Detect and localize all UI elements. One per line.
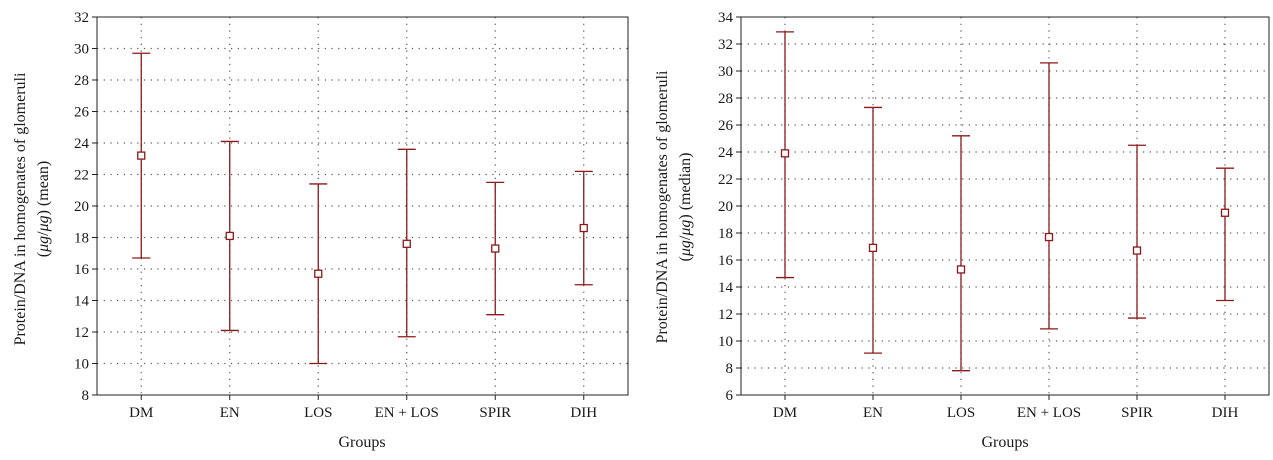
- right-y-axis-label-line2: (μg/μg) (median): [677, 153, 694, 262]
- right-x-tick-label: EN: [863, 405, 883, 421]
- right-y-tick-label: 32: [718, 37, 733, 53]
- left-x-tick-label: DIH: [570, 405, 597, 421]
- right-y-tick-label: 6: [726, 388, 734, 404]
- left-center-point: [225, 231, 234, 241]
- left-center-point: [491, 244, 500, 253]
- left-plot-area: 8 10 12 14 16 18 20 22 24 26 28 30 32 DM EN LOS EN + LOS…: [74, 10, 629, 421]
- right-y-tick-label: 22: [718, 172, 733, 188]
- right-y-tick-label: 34: [718, 10, 734, 26]
- right-plot-area: 6 8 10 12 14 16 18 20 22 24 26 28 30 32 34 DM EN LOS EN + …: [718, 10, 1270, 421]
- right-center-point: [956, 265, 966, 274]
- left-panel: Groups Protein/DNA in homogenates of glo…: [12, 72, 386, 451]
- left-x-tick-label: SPIR: [479, 405, 511, 421]
- right-y-tick-label: 14: [718, 280, 734, 296]
- right-center-point: [780, 149, 790, 158]
- left-y-tick-label: 30: [74, 42, 89, 58]
- right-x-tick-label: EN + LOS: [1017, 405, 1081, 421]
- right-errorbar: [1128, 144, 1146, 319]
- left-y-tick-label: 22: [74, 168, 89, 184]
- left-y-tick-label: 20: [74, 199, 89, 215]
- left-y-axis-label-line2: (μg/μg) (mean): [35, 161, 52, 257]
- right-errorbar: [1216, 167, 1234, 302]
- right-x-tick-label: DM: [773, 405, 797, 421]
- right-y-tick-label: 20: [718, 199, 733, 215]
- right-panel: Groups Protein/DNA in homogenates of glo…: [654, 70, 1029, 451]
- left-errorbar: [397, 148, 416, 338]
- right-x-tick-label: SPIR: [1121, 405, 1153, 421]
- left-y-tick-label: 26: [74, 105, 90, 121]
- right-errorbar: [1040, 62, 1058, 330]
- left-center-point: [314, 269, 323, 278]
- right-center-point: [1132, 246, 1142, 255]
- left-y-tick-label: 8: [82, 388, 90, 404]
- left-x-tick-label: EN: [220, 405, 240, 421]
- right-x-axis-label: Groups: [981, 434, 1028, 451]
- right-x-tick-label: DIH: [1212, 405, 1239, 421]
- right-y-axis-label-line1: Protein/DNA in homogenates of glomeruli: [654, 70, 671, 343]
- right-plot-frame: [740, 16, 1270, 396]
- left-errorbar: [309, 183, 328, 365]
- left-y-tick-label: 32: [74, 10, 89, 26]
- left-center-point: [137, 151, 146, 160]
- right-y-tick-label: 18: [718, 226, 733, 242]
- right-errorbar: [952, 135, 970, 372]
- left-x-tick-label: EN + LOS: [375, 405, 439, 421]
- left-center-point: [402, 239, 411, 248]
- left-y-tick-label: 14: [74, 294, 90, 310]
- left-x-tick-label: DM: [129, 405, 153, 421]
- right-y-tick-label: 26: [718, 118, 734, 134]
- left-errorbar: [574, 170, 593, 286]
- left-x-axis-label: Groups: [338, 434, 385, 451]
- left-y-tick-label: 28: [74, 73, 89, 89]
- left-y-tick-label: 24: [74, 136, 90, 152]
- right-y-tick-label: 30: [718, 64, 733, 80]
- left-y-tick-label: 16: [74, 262, 90, 278]
- left-y-tick-label: 12: [74, 325, 89, 341]
- right-errorbar: [776, 31, 794, 279]
- right-y-tick-label: 10: [718, 334, 733, 350]
- right-x-tick-label: LOS: [947, 405, 975, 421]
- left-errorbar: [132, 52, 151, 259]
- right-y-tick-label: 16: [718, 253, 734, 269]
- left-errorbar: [220, 140, 239, 332]
- right-center-point: [1220, 208, 1230, 217]
- left-plot-frame: [96, 16, 629, 396]
- right-y-tick-label: 24: [718, 145, 734, 161]
- left-errorbar: [486, 181, 505, 316]
- right-center-point: [868, 243, 878, 253]
- right-center-point: [1044, 232, 1054, 242]
- right-y-tick-label: 28: [718, 91, 733, 107]
- left-y-tick-label: 18: [74, 231, 89, 247]
- left-x-tick-label: LOS: [304, 405, 332, 421]
- right-y-tick-label: 8: [726, 361, 734, 377]
- left-y-axis-label-line1: Protein/DNA in homogenates of glomeruli: [12, 72, 29, 345]
- left-center-point: [579, 223, 588, 233]
- left-y-tick-label: 10: [74, 357, 89, 373]
- right-errorbar: [864, 106, 882, 354]
- right-y-tick-label: 12: [718, 307, 733, 323]
